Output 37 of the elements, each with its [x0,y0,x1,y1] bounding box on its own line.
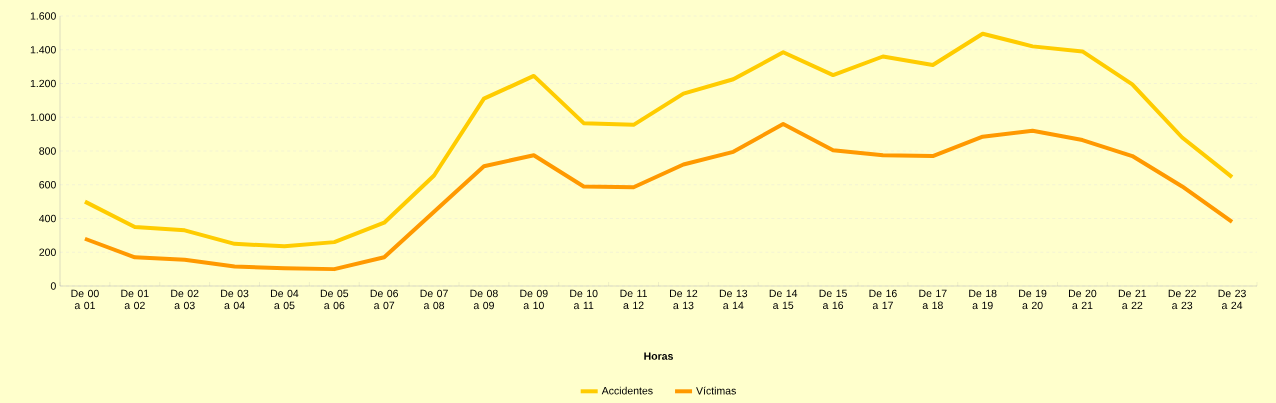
x-tick-label: De 05 a 06 [320,289,349,310]
x-tick-label: De 20 a 21 [1068,289,1097,310]
line-series [82,31,1235,249]
x-tick-label: De 06 a 07 [370,289,399,310]
y-tick-label: 1.200 [30,79,56,88]
x-tick-label: De 18 a 19 [969,289,997,310]
x-tick-label: De 00 a 01 [71,289,99,310]
y-tick-label: 0 [50,282,56,290]
x-tick-label: De 21 a 22 [1118,289,1147,310]
x-tick-label: De 22 a 23 [1168,289,1196,310]
x-tick-label: De 02 a 03 [171,289,199,310]
y-tick-label: 1.400 [30,46,56,54]
x-tick-label: De 17 a 18 [919,289,947,310]
x-tick-label: De 16 a 17 [869,289,897,310]
x-tick-label: De 13 a 14 [719,289,748,310]
x-tick-label: De 15 a 16 [819,289,847,310]
x-tick-label: De 19 a 20 [1019,289,1047,310]
y-tick-label: 400 [39,214,56,223]
x-tick-label: De 03 a 04 [221,289,249,310]
x-tick-label: De 10 a 11 [570,289,598,310]
y-tick-label: 800 [39,147,56,155]
y-tick-label: 1.600 [30,12,56,20]
y-tick-label: 200 [39,248,56,256]
x-tick-label: De 12 a 13 [669,289,698,310]
x-tick-label: De 09 a 10 [520,289,548,310]
x-tick-label: De 07 a 08 [420,289,448,310]
x-tick-label: De 23 a 24 [1218,289,1246,310]
x-tick-label: De 08 a 09 [470,289,498,310]
legend-label: Víctimas [696,386,736,395]
x-tick-label: De 14 a 15 [769,289,798,310]
y-tick-label: 600 [39,181,56,189]
x-tick-label: De 04 a 05 [271,289,299,310]
x-tick-label: De 01 a 02 [121,289,149,310]
x-tick-label: De 11 a 12 [620,289,647,310]
x-axis-title: Horas [644,352,673,360]
legend-label: Accidentes [601,386,653,395]
y-tick-label: 1.000 [30,113,56,121]
